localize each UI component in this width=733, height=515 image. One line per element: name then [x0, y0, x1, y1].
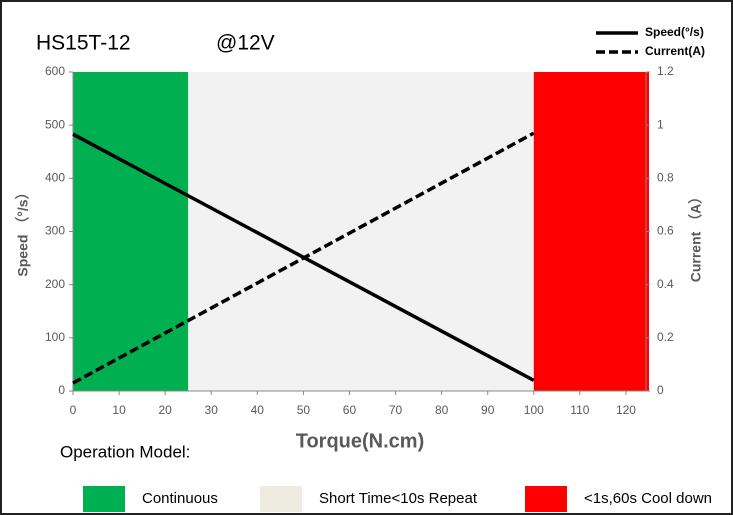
zones-title: Operation Model:: [60, 442, 190, 461]
y2-tick-label: 0.8: [657, 171, 674, 185]
x-tick-label: 0: [70, 403, 77, 417]
chart-subtitle: @12V: [216, 32, 275, 55]
zone: [188, 72, 534, 391]
zone-legend-label: Continuous: [142, 490, 218, 507]
chart-title: HS15T-12: [36, 32, 131, 55]
y-axis-label: Speed （°/s）: [15, 185, 31, 276]
zone: [533, 72, 649, 391]
y-tick-label: 500: [45, 117, 65, 131]
x-tick-label: 10: [112, 403, 126, 417]
y-tick-label: 400: [45, 171, 65, 185]
zone-legend-label: Short Time<10s Repeat: [319, 490, 478, 507]
zone-legend-swatch: [260, 486, 302, 512]
y-tick-label: 600: [45, 64, 65, 78]
legend-label: Speed(°/s): [645, 25, 704, 39]
x-tick-label: 80: [435, 403, 449, 417]
y-tick-label: 100: [45, 330, 65, 344]
zone: [73, 72, 189, 391]
x-tick-label: 90: [481, 403, 495, 417]
y2-axis-label: Current （A）: [688, 190, 704, 283]
y2-tick-label: 0.2: [657, 330, 674, 344]
x-tick-label: 70: [389, 403, 403, 417]
y-tick-label: 300: [45, 224, 65, 238]
y2-tick-label: 1.2: [657, 64, 674, 78]
x-tick-label: 40: [251, 403, 265, 417]
x-axis-label: Torque(N.cm): [296, 430, 425, 452]
y-tick-label: 200: [45, 277, 65, 291]
y2-tick-label: 0: [657, 383, 664, 397]
y2-tick-label: 0.6: [657, 224, 674, 238]
x-tick-label: 110: [570, 403, 589, 417]
x-tick-label: 120: [616, 403, 636, 417]
zone-legend-label: <1s,60s Cool down: [584, 490, 712, 507]
y2-tick-label: 1: [657, 117, 664, 131]
x-tick-label: 20: [158, 403, 172, 417]
zone-legend-swatch: [525, 486, 567, 512]
x-tick-label: 30: [205, 403, 219, 417]
x-tick-label: 100: [524, 403, 544, 417]
x-tick-label: 50: [297, 403, 311, 417]
y-tick-label: 0: [58, 383, 65, 397]
series-line: [72, 131, 535, 385]
x-tick-label: 60: [343, 403, 357, 417]
zone-legend-swatch: [83, 486, 125, 512]
y2-tick-label: 0.4: [657, 277, 674, 291]
legend-label: Current(A): [645, 44, 705, 58]
